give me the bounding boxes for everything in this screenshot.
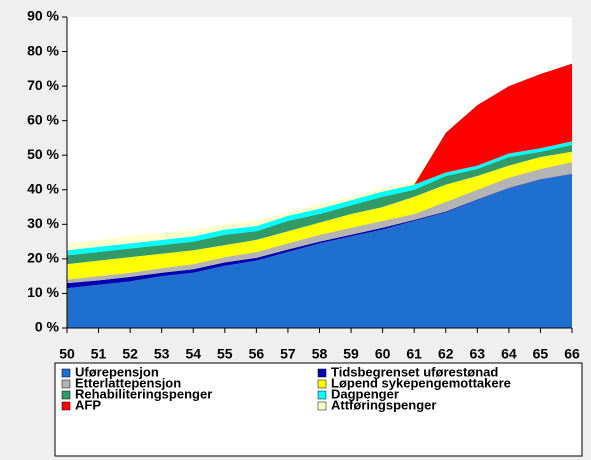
- area: [67, 141, 572, 256]
- y-tick-label: 30 %: [27, 215, 59, 231]
- area: [67, 144, 572, 265]
- y-tick-label: 0 %: [35, 319, 60, 335]
- legend-swatch: [317, 368, 327, 378]
- x-tick-label: 59: [343, 346, 359, 362]
- legend-swatch: [61, 379, 71, 389]
- legend-label: Dagpenger: [331, 386, 399, 401]
- x-tick-label: 63: [470, 346, 486, 362]
- legend-swatch: [317, 401, 327, 411]
- legend-label: Uførepensjon: [75, 364, 159, 379]
- y-tick-label: 60 %: [27, 111, 59, 127]
- legend-label: Tidsbegrenset uførestønad: [331, 364, 498, 379]
- x-tick-label: 62: [438, 346, 454, 362]
- legend-swatch: [61, 390, 71, 400]
- area: [67, 151, 572, 280]
- x-tick-label: 53: [154, 346, 170, 362]
- y-tick-label: 50 %: [27, 146, 59, 162]
- legend-label: Løpend sykepengemottakere: [331, 375, 511, 390]
- legend-swatch: [317, 379, 327, 389]
- x-tick-label: 66: [564, 346, 580, 362]
- y-tick-label: 20 %: [27, 250, 59, 266]
- y-tick-label: 90 %: [27, 8, 59, 24]
- x-tick-label: 51: [91, 346, 107, 362]
- x-tick-label: 60: [375, 346, 391, 362]
- x-tick-label: 58: [312, 346, 328, 362]
- x-tick-label: 65: [533, 346, 549, 362]
- x-tick-label: 61: [406, 346, 422, 362]
- area: [67, 162, 572, 284]
- area: [67, 174, 572, 328]
- y-tick-label: 40 %: [27, 180, 59, 196]
- x-tick-label: 56: [249, 346, 265, 362]
- legend-label: Attføringspenger: [331, 397, 436, 412]
- x-tick-label: 57: [280, 346, 296, 362]
- x-tick-label: 52: [122, 346, 138, 362]
- x-tick-label: 54: [185, 346, 201, 362]
- legend-label: Etterlattepensjon: [75, 375, 181, 390]
- x-tick-label: 55: [217, 346, 233, 362]
- legend: [54, 362, 583, 457]
- area: [67, 63, 572, 251]
- legend-swatch: [61, 368, 71, 378]
- legend-swatch: [317, 390, 327, 400]
- legend-label: Rehabiliteringspenger: [75, 386, 212, 401]
- x-tick-label: 50: [59, 346, 75, 362]
- x-tick-label: 64: [501, 346, 517, 362]
- legend-swatch: [61, 401, 71, 411]
- legend-label: AFP: [75, 397, 101, 412]
- y-tick-label: 70 %: [27, 77, 59, 93]
- y-tick-label: 80 %: [27, 42, 59, 58]
- y-tick-label: 10 %: [27, 284, 59, 300]
